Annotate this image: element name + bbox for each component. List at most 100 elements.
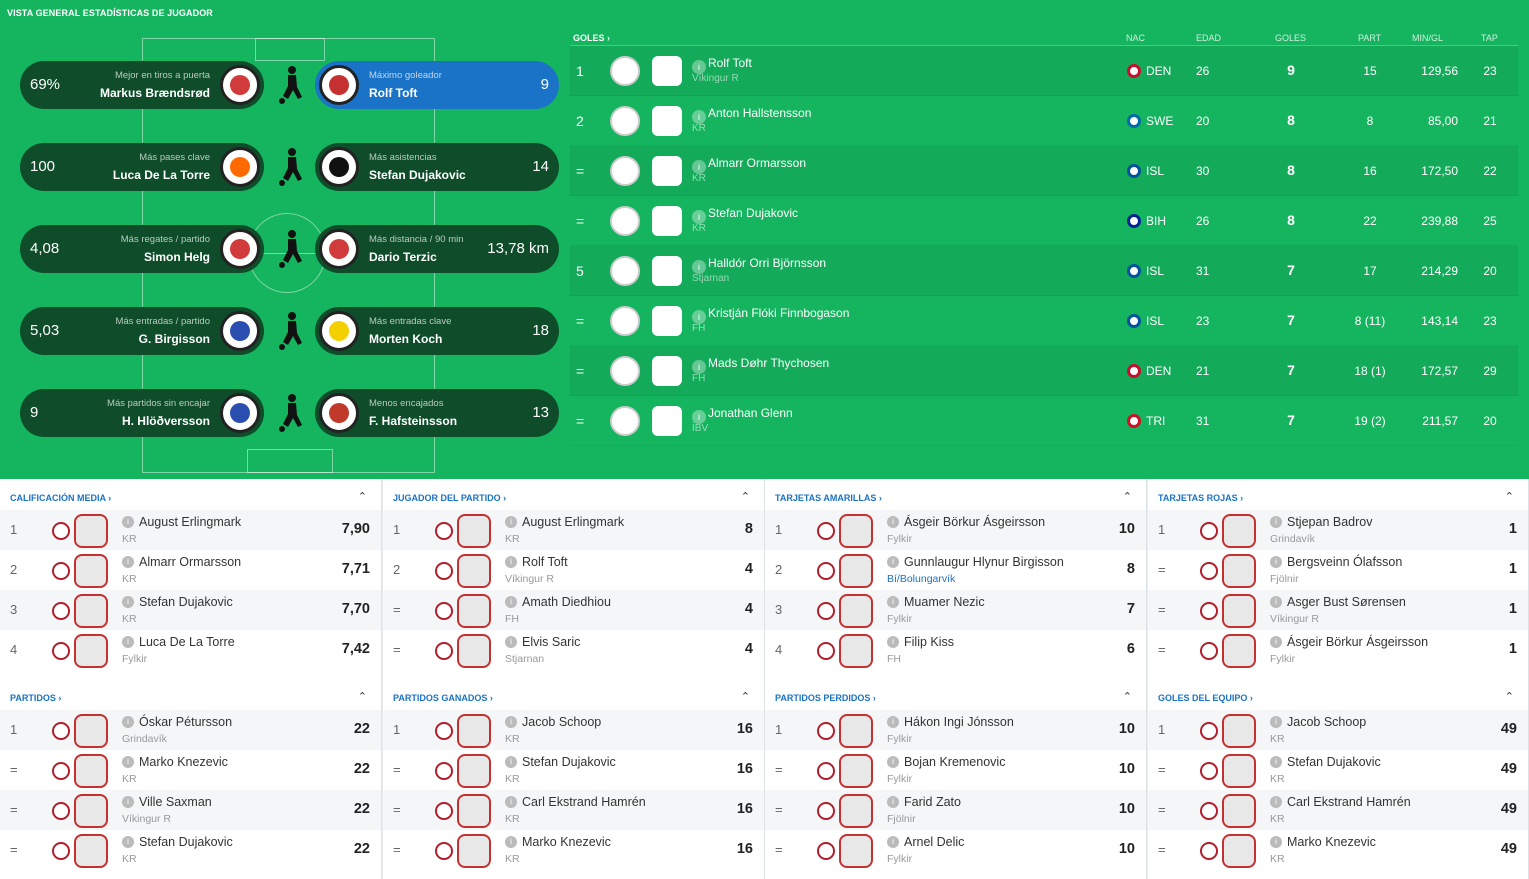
info-icon[interactable]: i	[887, 756, 899, 768]
player-name[interactable]: Stefan Dujakovic	[1287, 755, 1381, 769]
club-name[interactable]: KR	[505, 773, 520, 785]
highlight-left-2[interactable]: 4,08 Más regates / partido Simon Helg	[20, 225, 264, 273]
collapse-chevron-icon[interactable]: ⌃	[357, 491, 367, 503]
highlight-player-name[interactable]: Rolf Toft	[369, 86, 418, 100]
list-item[interactable]: = i Arnel Delic Fylkir 10	[765, 830, 1146, 870]
player-name[interactable]: Rolf Toft	[708, 56, 752, 70]
info-icon[interactable]: i	[505, 556, 517, 568]
club-name[interactable]: Fylkir	[122, 653, 148, 665]
club-name[interactable]: KR	[1270, 773, 1285, 785]
club-name[interactable]: KR	[1270, 853, 1285, 865]
info-icon[interactable]: i	[122, 516, 134, 528]
player-name[interactable]: Carl Ekstrand Hamrén	[522, 795, 646, 809]
collapse-chevron-icon[interactable]: ⌃	[740, 491, 750, 503]
player-name[interactable]: Amath Diedhiou	[522, 595, 611, 609]
scorer-row[interactable]: 1 i Rolf Toft Víkingur R DEN 26 9 15 129…	[570, 46, 1518, 96]
player-name[interactable]: Ásgeir Börkur Ásgeirsson	[904, 515, 1046, 529]
scorer-row[interactable]: 2 i Anton Hallstensson KR SWE 20 8 8 85,…	[570, 96, 1518, 146]
info-icon[interactable]: i	[887, 796, 899, 808]
club-name[interactable]: Fylkir	[887, 733, 913, 745]
club-name[interactable]: KR	[122, 533, 137, 545]
info-icon[interactable]: i	[505, 636, 517, 648]
player-name[interactable]: Stjepan Badrov	[1287, 515, 1373, 529]
player-name[interactable]: Gunnlaugur Hlynur Birgisson	[904, 555, 1064, 569]
info-icon[interactable]: i	[1270, 596, 1282, 608]
player-name[interactable]: Almarr Ormarsson	[139, 555, 242, 569]
info-icon[interactable]: i	[122, 716, 134, 728]
player-name[interactable]: August Erlingmark	[139, 515, 242, 529]
club-name[interactable]: KR	[505, 853, 520, 865]
list-item[interactable]: 1 i Hákon Ingi Jónsson Fylkir 10	[765, 710, 1146, 750]
player-name[interactable]: Elvis Saric	[522, 635, 581, 649]
col-shots[interactable]: TAP	[1481, 33, 1498, 43]
info-icon[interactable]: i	[692, 60, 706, 74]
club-name[interactable]: KR	[692, 173, 706, 184]
club-name[interactable]: Víkingur R	[1270, 613, 1320, 625]
club-name[interactable]: KR	[122, 773, 137, 785]
info-icon[interactable]: i	[1270, 836, 1282, 848]
list-item[interactable]: 1 i Jacob Schoop KR 49	[1148, 710, 1528, 750]
player-name[interactable]: Marko Knezevic	[522, 835, 611, 849]
club-name[interactable]: Fylkir	[887, 533, 913, 545]
scorers-title-link[interactable]: GOLES ›	[573, 33, 611, 43]
player-name[interactable]: Hákon Ingi Jónsson	[904, 715, 1014, 729]
col-age[interactable]: EDAD	[1196, 33, 1222, 43]
info-icon[interactable]: i	[505, 716, 517, 728]
list-item[interactable]: = i Ville Saxman Víkingur R 22	[0, 790, 381, 830]
highlight-player-name[interactable]: G. Birgisson	[138, 332, 210, 346]
list-item[interactable]: = i Stefan Dujakovic KR 49	[1148, 750, 1528, 790]
club-name[interactable]: Stjarnan	[505, 653, 545, 665]
player-name[interactable]: Jonathan Glenn	[708, 406, 793, 420]
player-name[interactable]: Jacob Schoop	[1287, 715, 1367, 729]
info-icon[interactable]: i	[887, 836, 899, 848]
club-name[interactable]: Fjölnir	[1270, 573, 1299, 585]
list-item[interactable]: 1 i Ásgeir Börkur Ásgeirsson Fylkir 10	[765, 510, 1146, 550]
highlight-left-0[interactable]: 69% Mejor en tiros a puerta Markus Brænd…	[20, 61, 264, 109]
highlight-player-name[interactable]: H. Hlöðversson	[121, 414, 210, 428]
panel-title-link[interactable]: CALIFICACIÓN MEDIA ›	[10, 493, 112, 503]
club-name[interactable]: FH	[692, 373, 706, 384]
list-item[interactable]: 4 i Luca De La Torre Fylkir 7,42	[0, 630, 381, 670]
player-name[interactable]: Arnel Delic	[904, 835, 965, 849]
collapse-chevron-icon[interactable]: ⌃	[1122, 691, 1132, 703]
scorer-row[interactable]: = i Stefan Dujakovic KR BIH 26 8 22 239,…	[570, 196, 1518, 246]
club-name[interactable]: KR	[122, 853, 137, 865]
list-item[interactable]: = i Bergsveinn Ólafsson Fjölnir 1	[1148, 550, 1528, 590]
list-item[interactable]: = i Stefan Dujakovic KR 22	[0, 830, 381, 870]
player-name[interactable]: Luca De La Torre	[139, 635, 235, 649]
info-icon[interactable]: i	[692, 110, 706, 124]
info-icon[interactable]: i	[1270, 716, 1282, 728]
club-name[interactable]: KR	[1270, 733, 1285, 745]
info-icon[interactable]: i	[887, 516, 899, 528]
col-goals[interactable]: GOLES	[1275, 33, 1307, 43]
info-icon[interactable]: i	[505, 836, 517, 848]
club-name[interactable]: FH	[505, 613, 519, 625]
club-name[interactable]: Bí/Bolungarvík	[887, 573, 956, 585]
player-name[interactable]: Marko Knezevic	[139, 755, 228, 769]
club-name[interactable]: FH	[692, 323, 706, 334]
list-item[interactable]: 1 i Jacob Schoop KR 16	[383, 710, 764, 750]
list-item[interactable]: 1 i Stjepan Badrov Grindavík 1	[1148, 510, 1528, 550]
highlight-right-0[interactable]: 9 Máximo goleador Rolf Toft	[315, 61, 559, 109]
player-name[interactable]: Stefan Dujakovic	[139, 595, 233, 609]
list-item[interactable]: 3 i Stefan Dujakovic KR 7,70	[0, 590, 381, 630]
player-name[interactable]: Marko Knezevic	[1287, 835, 1376, 849]
info-icon[interactable]: i	[1270, 636, 1282, 648]
info-icon[interactable]: i	[122, 756, 134, 768]
club-name[interactable]: ÍBV	[692, 423, 709, 434]
club-name[interactable]: KR	[692, 223, 706, 234]
list-item[interactable]: 2 i Rolf Toft Víkingur R 4	[383, 550, 764, 590]
club-name[interactable]: Fjölnir	[887, 813, 916, 825]
player-name[interactable]: Halldór Orri Björnsson	[708, 256, 827, 270]
player-name[interactable]: Kristján Flóki Finnbogason	[708, 306, 850, 320]
list-item[interactable]: 2 i Almarr Ormarsson KR 7,71	[0, 550, 381, 590]
highlight-right-2[interactable]: 13,78 km Más distancia / 90 min Dario Te…	[315, 225, 559, 273]
panel-title-link[interactable]: JUGADOR DEL PARTIDO ›	[393, 493, 507, 503]
player-name[interactable]: Asger Bust Sørensen	[1287, 595, 1406, 609]
list-item[interactable]: = i Marko Knezevic KR 49	[1148, 830, 1528, 870]
club-name[interactable]: Fylkir	[887, 773, 913, 785]
info-icon[interactable]: i	[1270, 756, 1282, 768]
info-icon[interactable]: i	[122, 836, 134, 848]
highlight-right-3[interactable]: 18 Más entradas clave Morten Koch	[315, 307, 559, 355]
collapse-chevron-icon[interactable]: ⌃	[1122, 491, 1132, 503]
